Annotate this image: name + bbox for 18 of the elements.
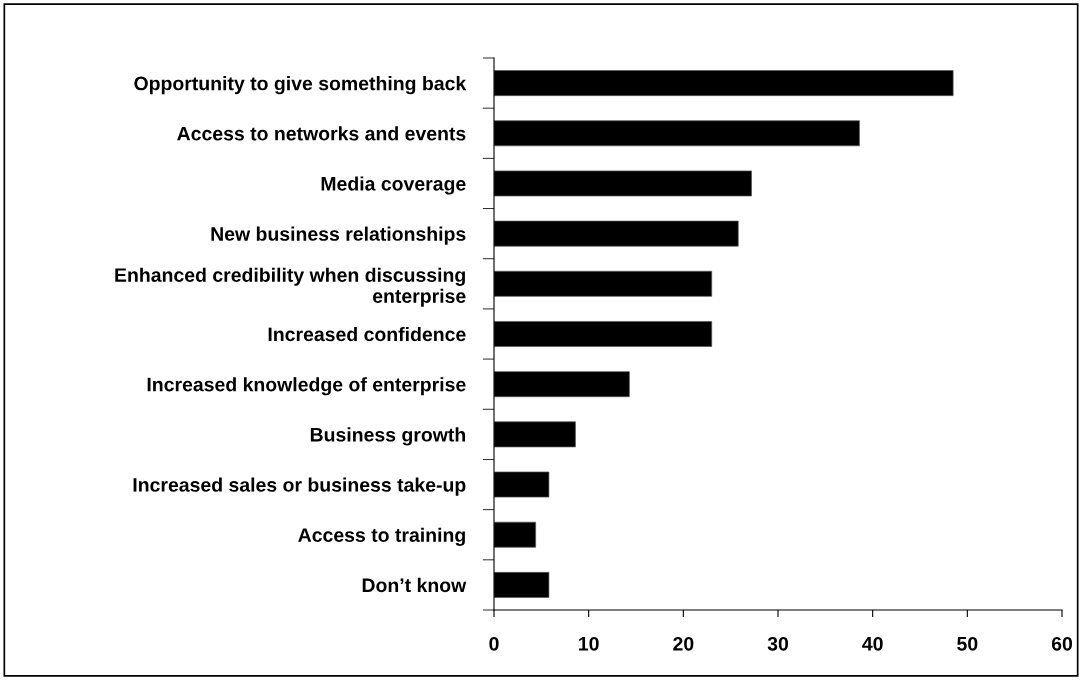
y-tick-label: Access to networks and events	[177, 126, 466, 141]
y-tick-label: Increased knowledge of enterprise	[147, 377, 466, 396]
y-tick-label: Business growth	[310, 427, 466, 446]
x-tick-label: 30	[767, 636, 789, 651]
x-tick-label: 20	[673, 636, 694, 651]
y-tick-label: Enhanced credibility when discussing enterprise	[115, 267, 466, 307]
y-tick-label: Opportunity to give something back	[134, 76, 467, 95]
y-tick-label: New business relationships	[211, 226, 466, 245]
y-tick-label: Media coverage	[321, 176, 466, 195]
y-tick-label: Access to training	[298, 527, 465, 546]
x-tick-label: 10	[579, 636, 599, 651]
y-tick-label: Don’t know	[362, 577, 467, 593]
x-tick-label: 60	[1051, 636, 1073, 651]
y-tick-label: Increased sales or business take-up	[133, 477, 466, 496]
y-tick-label: Increased confidence	[268, 326, 466, 342]
x-tick-label: 50	[957, 636, 978, 651]
x-tick-label: 40	[862, 636, 883, 651]
x-tick-label: 0	[489, 636, 499, 651]
